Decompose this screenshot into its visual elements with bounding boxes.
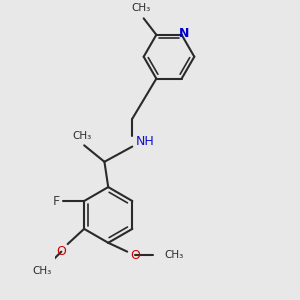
- Text: N: N: [179, 27, 189, 40]
- Text: O: O: [56, 245, 66, 258]
- Text: CH₃: CH₃: [33, 266, 52, 276]
- Text: O: O: [130, 249, 140, 262]
- Text: NH: NH: [136, 135, 155, 148]
- Text: F: F: [53, 194, 60, 208]
- Text: CH₃: CH₃: [131, 3, 151, 13]
- Text: CH₃: CH₃: [164, 250, 183, 260]
- Text: CH₃: CH₃: [72, 131, 91, 142]
